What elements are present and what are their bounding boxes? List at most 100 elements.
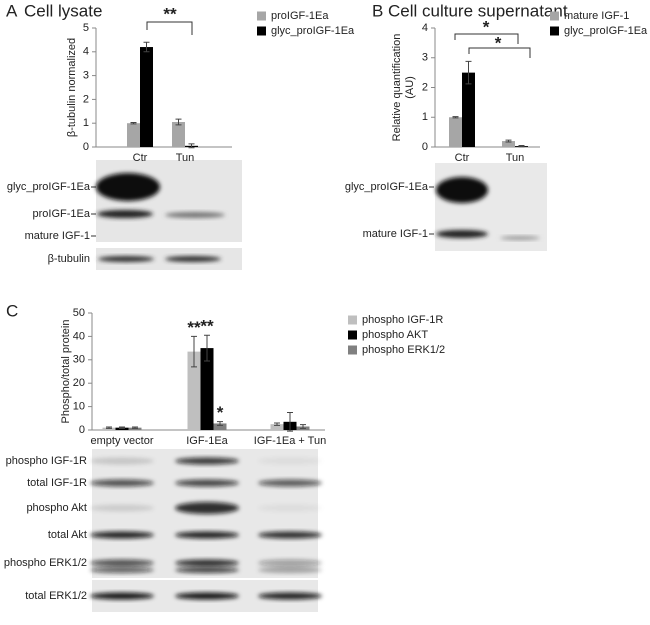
blot-c bbox=[90, 449, 322, 612]
x-tick-label: Ctr bbox=[455, 152, 470, 164]
y-tick-label: 2 bbox=[83, 93, 89, 105]
legend-label: glyc_proIGF-1Ea bbox=[271, 25, 355, 37]
band bbox=[90, 531, 154, 539]
y-tick-label: 2 bbox=[422, 81, 428, 93]
band bbox=[175, 567, 239, 573]
significance-label: * bbox=[495, 33, 502, 52]
y-tick-label: 4 bbox=[83, 46, 89, 58]
y-tick-label: 3 bbox=[83, 70, 89, 82]
band bbox=[97, 210, 153, 218]
significance-label: * bbox=[217, 403, 224, 422]
blot-label: proIGF-1Ea bbox=[33, 208, 91, 220]
legend-swatch bbox=[257, 11, 266, 21]
blot-label: phospho ERK1/2 bbox=[4, 557, 87, 569]
legend-swatch bbox=[348, 330, 357, 340]
band bbox=[90, 457, 154, 465]
band bbox=[258, 531, 322, 539]
legend-label: glyc_proIGF-1Ea bbox=[564, 25, 648, 37]
legend-swatch bbox=[550, 26, 559, 36]
significance-bracket bbox=[468, 47, 531, 58]
error-bar bbox=[204, 334, 210, 362]
bar bbox=[462, 72, 475, 147]
error-bar bbox=[188, 143, 195, 149]
error-bar bbox=[217, 421, 223, 426]
y-tick-label: 5 bbox=[83, 22, 89, 34]
legend-label: phospho ERK1/2 bbox=[362, 344, 445, 356]
legend-label: proIGF-1Ea bbox=[271, 10, 329, 22]
y-tick-label: 0 bbox=[422, 141, 428, 153]
blot-label: total IGF-1R bbox=[27, 477, 87, 489]
band bbox=[258, 567, 322, 573]
band bbox=[98, 256, 154, 262]
error-bar bbox=[143, 41, 150, 53]
blots bbox=[96, 160, 547, 270]
x-tick-label: IGF-1Ea bbox=[186, 435, 228, 447]
band bbox=[436, 230, 488, 238]
error-bar bbox=[452, 116, 459, 119]
panel-letter: C bbox=[6, 301, 18, 320]
error-bar bbox=[132, 426, 138, 429]
x-tick-label: Tun bbox=[506, 152, 525, 164]
band bbox=[165, 212, 225, 218]
band bbox=[90, 559, 154, 567]
band bbox=[436, 177, 488, 203]
blot-label: β-tubulin bbox=[48, 253, 90, 265]
band bbox=[258, 479, 322, 487]
band bbox=[165, 256, 221, 262]
legend-label: mature IGF-1 bbox=[564, 10, 629, 22]
legend-swatch bbox=[550, 11, 559, 21]
band bbox=[90, 479, 154, 487]
x-tick-label: Ctr bbox=[133, 152, 148, 164]
error-bar bbox=[191, 335, 197, 368]
blot-label: phospho IGF-1R bbox=[6, 455, 87, 467]
error-bar bbox=[505, 139, 512, 143]
error-bar bbox=[119, 426, 125, 429]
band bbox=[175, 559, 239, 567]
bar bbox=[200, 348, 214, 430]
error-bar bbox=[274, 422, 280, 426]
blot-label: mature IGF-1 bbox=[25, 230, 90, 242]
y-tick-label: 0 bbox=[79, 424, 85, 436]
blot-label: total Akt bbox=[48, 529, 87, 541]
legend-label: phospho IGF-1R bbox=[362, 314, 443, 326]
bar bbox=[213, 423, 227, 430]
y-tick-label: 10 bbox=[73, 401, 85, 413]
x-tick-label: empty vector bbox=[91, 435, 154, 447]
significance-label: ** bbox=[187, 318, 201, 337]
y-tick-label: 0 bbox=[83, 141, 89, 153]
y-tick-label: 1 bbox=[422, 111, 428, 123]
band bbox=[96, 173, 160, 201]
significance-label: ** bbox=[200, 317, 214, 336]
y-tick-label: 40 bbox=[73, 330, 85, 342]
blot-label: glyc_proIGF-1Ea bbox=[345, 181, 429, 193]
y-axis-label: Phospho/total protein bbox=[60, 320, 72, 424]
band bbox=[175, 502, 239, 514]
error-bar bbox=[130, 121, 137, 125]
bar bbox=[140, 47, 153, 147]
significance-label: * bbox=[483, 17, 490, 36]
band bbox=[258, 592, 322, 600]
significance-bracket bbox=[454, 33, 519, 44]
y-tick-label: 3 bbox=[422, 52, 428, 64]
panel-letter: B bbox=[372, 1, 383, 20]
legend-swatch bbox=[257, 26, 266, 36]
legend-label: phospho AKT bbox=[362, 329, 428, 341]
band bbox=[258, 504, 322, 512]
band bbox=[175, 592, 239, 600]
band bbox=[500, 236, 540, 240]
bar bbox=[270, 424, 284, 430]
y-tick-label: 4 bbox=[422, 22, 428, 34]
panel-letter: A bbox=[6, 1, 18, 20]
chart-title: Cell culture supernatant bbox=[388, 1, 568, 20]
band bbox=[258, 457, 322, 465]
band bbox=[90, 592, 154, 600]
error-bar bbox=[106, 426, 112, 429]
error-bar bbox=[518, 145, 525, 148]
y-tick-label: 20 bbox=[73, 377, 85, 389]
legend-swatch bbox=[348, 345, 357, 355]
band bbox=[175, 457, 239, 465]
band bbox=[258, 559, 322, 567]
band bbox=[175, 479, 239, 487]
bar bbox=[449, 117, 462, 147]
y-tick-label: 30 bbox=[73, 354, 85, 366]
